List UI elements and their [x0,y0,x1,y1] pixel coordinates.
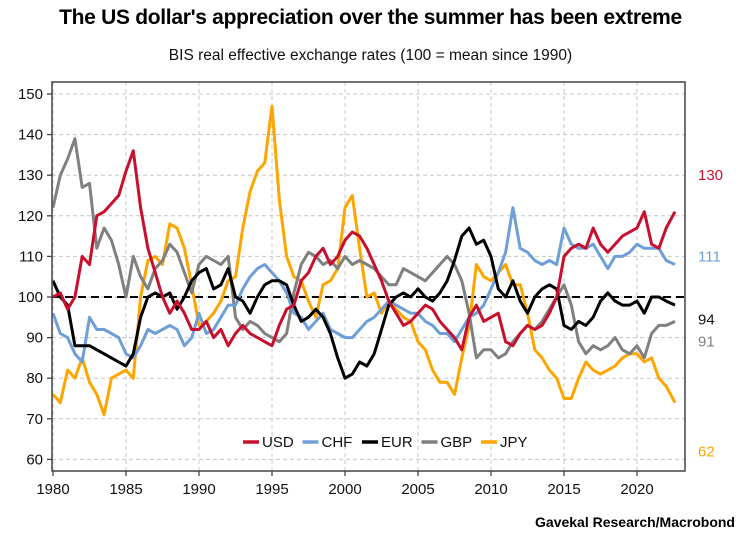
plot-frame [51,81,686,472]
series-line-eur [51,226,676,380]
end-label-gbp: 91 [698,334,715,351]
x-tick-label: 1985 [109,481,142,498]
y-tick-label: 140 [18,127,43,144]
x-tick-label: 2000 [328,481,361,498]
legend-label: USD [262,434,294,451]
y-tick-label: 80 [26,370,43,387]
chart-subtitle: BIS real effective exchange rates (100 =… [168,47,573,64]
series-line-usd [52,149,677,352]
chart-title: The US dollar's appreciation over the su… [59,6,682,29]
series-line-gbp [51,137,676,360]
x-tick-label: 2010 [474,481,507,498]
series-line-jpy [51,104,677,417]
legend-label: JPY [500,434,528,451]
x-tick-label: 1995 [255,481,288,498]
y-tick-label: 120 [18,208,43,225]
y-tick-label: 110 [19,248,43,265]
end-labels: 130 111 94 91 62 [698,167,723,460]
source-credit: Gavekal Research/Macrobond [535,514,735,530]
y-axis: 60 70 80 90 100 110 120 130 140 150 [18,86,52,468]
legend-item-usd: USD [243,434,294,451]
legend-label: EUR [381,434,413,451]
x-tick-label: 2020 [620,481,653,498]
end-label-eur: 94 [698,311,715,328]
y-tick-label: 100 [18,289,43,306]
x-tick-label: 2015 [547,481,580,498]
grid-lines [52,82,685,471]
legend-item-chf: CHF [302,434,353,451]
x-tick-label: 1990 [182,481,215,498]
y-tick-label: 150 [18,86,43,103]
y-tick-label: 90 [26,330,43,347]
legend-item-gbp: GBP [421,434,473,451]
series-line-chf [51,206,676,364]
x-tick-label: 2005 [401,481,434,498]
legend-item-jpy: JPY [481,434,528,451]
y-tick-label: 70 [26,411,43,428]
end-label-usd: 130 [698,167,723,184]
y-tick-label: 130 [18,167,43,184]
legend-label: CHF [322,434,353,451]
y-tick-label: 60 [26,451,43,468]
end-label-chf: 111 [698,248,721,265]
x-tick-label: 1980 [36,481,69,498]
x-axis: 1980 1985 1990 1995 2000 2005 2010 2015 2020 [36,471,654,498]
legend: USD CHF EUR GBP JPY [243,434,528,451]
series-group [51,104,677,417]
end-label-jpy: 62 [698,443,715,460]
legend-item-eur: EUR [362,434,413,451]
legend-label: GBP [441,434,473,451]
